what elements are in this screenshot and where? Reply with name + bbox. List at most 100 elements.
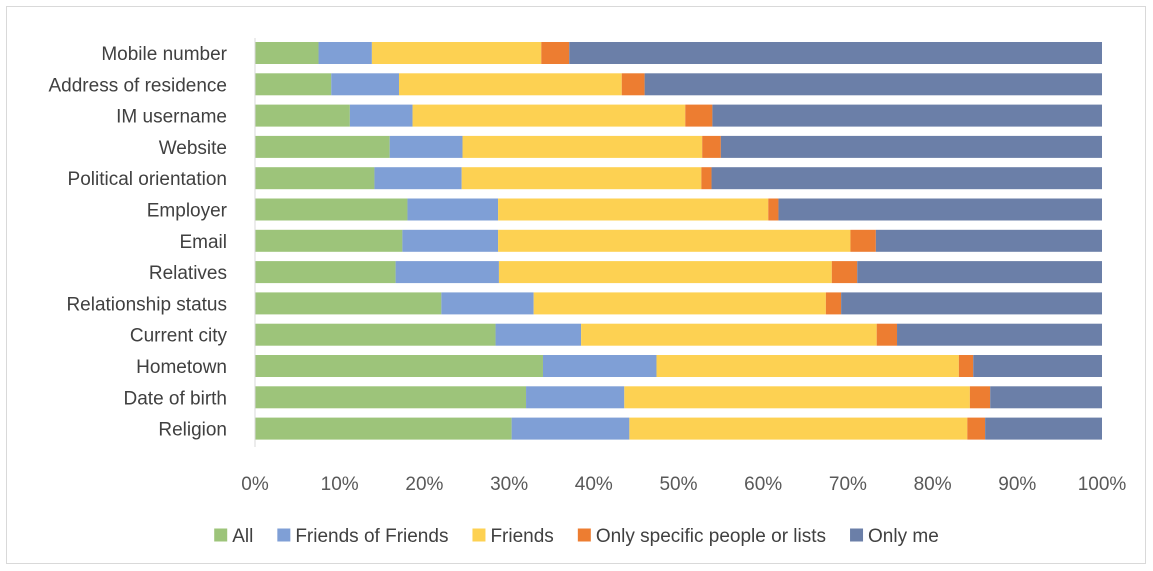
bar-segment xyxy=(958,355,974,377)
bar-segment xyxy=(395,261,499,284)
bar-segment xyxy=(875,229,1102,252)
bar-segment xyxy=(255,386,527,409)
bar-segment xyxy=(255,167,375,190)
bar-segment xyxy=(533,292,826,315)
category-label: Current city xyxy=(130,326,228,347)
bar-segment xyxy=(374,167,462,190)
bar-segment xyxy=(876,323,898,346)
x-tick-label: 50% xyxy=(659,474,697,495)
legend-item: Friends of Friends xyxy=(277,526,448,547)
bar-segment xyxy=(850,229,876,252)
bar-segment xyxy=(542,355,657,377)
bar-segment xyxy=(624,386,970,409)
bar-segment xyxy=(462,135,703,158)
bar-segment xyxy=(498,261,832,284)
legend-item: Friends xyxy=(472,526,554,547)
bar-segment xyxy=(526,386,625,409)
x-tick-label: 10% xyxy=(321,474,359,495)
category-label: Religion xyxy=(158,420,227,441)
bar-segment xyxy=(701,167,712,190)
x-tick-label: 30% xyxy=(490,474,528,495)
legend-swatch xyxy=(277,528,291,542)
category-label: Mobile number xyxy=(101,44,227,65)
bar-segment xyxy=(331,73,399,96)
bar-segment xyxy=(441,292,534,315)
bar-segment xyxy=(407,198,499,221)
legend-label: Only me xyxy=(868,526,939,547)
bar-segment xyxy=(656,355,959,377)
x-tick-label: 70% xyxy=(829,474,867,495)
legend-label: Only specific people or lists xyxy=(596,526,826,547)
category-labels: Mobile number Address of residence IM user… xyxy=(49,44,228,441)
bar-segment xyxy=(831,261,858,284)
category-label: Email xyxy=(179,232,227,253)
legend-swatch xyxy=(577,528,591,542)
x-tick-label: 60% xyxy=(744,474,782,495)
legend-item: Only specific people or lists xyxy=(577,526,826,547)
category-label: Hometown xyxy=(136,357,227,378)
bar-segment xyxy=(541,42,570,64)
bar-segment xyxy=(629,417,968,440)
x-tick-label: 40% xyxy=(575,474,613,495)
bar-segment xyxy=(371,42,542,64)
x-axis: 0% 10% 20% 30% 40% 50% 60% 70% 80% 90% 100% xyxy=(241,38,1126,495)
bar-segment xyxy=(255,42,319,64)
bar-segment xyxy=(768,198,779,221)
bar-segment xyxy=(778,198,1102,221)
legend-label: Friends of Friends xyxy=(295,526,448,547)
x-tick-label: 90% xyxy=(998,474,1036,495)
bar-segment xyxy=(621,73,645,96)
legend-swatch xyxy=(472,528,486,542)
bar-segment xyxy=(973,355,1102,377)
x-tick-label: 80% xyxy=(914,474,952,495)
bar-segment xyxy=(318,42,372,64)
bar-segment xyxy=(702,135,721,158)
bar-segment xyxy=(255,198,408,221)
bar-segment xyxy=(255,355,543,377)
bar-segment xyxy=(255,229,403,252)
bar-segment xyxy=(498,229,851,252)
bar-segment xyxy=(255,261,396,284)
bar-segment xyxy=(398,73,622,96)
category-label: Employer xyxy=(147,201,228,222)
bar-segment xyxy=(990,386,1102,409)
bar-segment xyxy=(985,417,1102,440)
category-label: Date of birth xyxy=(124,388,228,409)
legend-item: Only me xyxy=(850,526,939,547)
bar-segment xyxy=(581,323,877,346)
bar-segment xyxy=(255,292,442,315)
bar-segment xyxy=(412,104,686,127)
legend-swatch xyxy=(214,528,228,542)
bar-segment xyxy=(461,167,702,190)
bar-segment xyxy=(712,104,1102,127)
bar-segment xyxy=(389,135,463,158)
bar-segment xyxy=(495,323,582,346)
bar-segment xyxy=(402,229,499,252)
bar-segment xyxy=(711,167,1102,190)
x-tick-label: 0% xyxy=(241,474,269,495)
bar-segment xyxy=(255,104,350,127)
category-label: Relatives xyxy=(149,263,227,284)
bar-segment xyxy=(255,73,332,96)
bar-segment xyxy=(685,104,713,127)
bar-segment xyxy=(511,417,630,440)
legend-label: Friends xyxy=(490,526,553,547)
legend-swatch xyxy=(850,528,864,542)
bar-segment xyxy=(825,292,842,315)
bar-segment xyxy=(841,292,1102,315)
bars-layer xyxy=(255,42,1102,440)
bar-segment xyxy=(969,386,991,409)
category-label: Political orientation xyxy=(68,169,227,190)
legend-item: All xyxy=(214,526,253,547)
bar-segment xyxy=(897,323,1102,346)
category-label: Relationship status xyxy=(66,294,227,315)
chart-area xyxy=(6,6,1146,564)
bar-segment xyxy=(857,261,1102,284)
category-label: IM username xyxy=(116,107,227,128)
bar-segment xyxy=(255,135,390,158)
bar-segment xyxy=(255,417,512,440)
bar-segment xyxy=(967,417,986,440)
bar-segment xyxy=(349,104,413,127)
legend-label: All xyxy=(232,526,253,547)
